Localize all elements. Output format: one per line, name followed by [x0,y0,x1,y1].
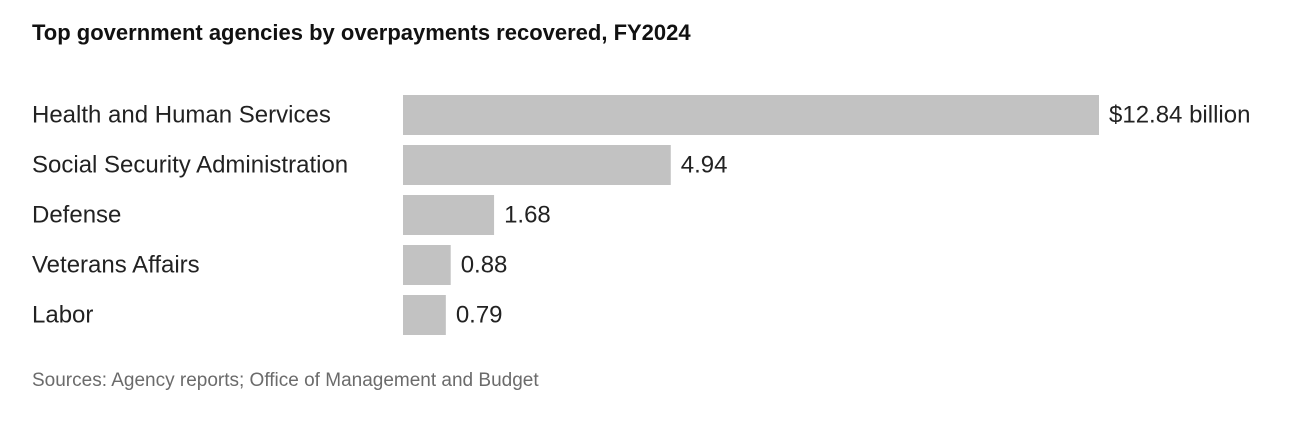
value-label: 0.79 [456,302,503,329]
category-label: Social Security Administration [32,152,348,179]
bar [403,195,495,235]
category-label: Health and Human Services [32,102,331,129]
category-label: Defense [32,202,121,229]
source-note: Sources: Agency reports; Office of Manag… [32,370,539,391]
bar [403,95,1099,135]
chart-title: Top government agencies by overpayments … [32,20,691,45]
value-label: 0.88 [461,252,508,279]
value-label: $12.84 billion [1109,102,1250,129]
bar [403,295,446,335]
category-label: Veterans Affairs [32,252,200,279]
bar [403,145,671,185]
value-label: 4.94 [681,152,728,179]
bar [403,245,451,285]
category-label: Labor [32,302,93,329]
value-label: 1.68 [504,202,551,229]
